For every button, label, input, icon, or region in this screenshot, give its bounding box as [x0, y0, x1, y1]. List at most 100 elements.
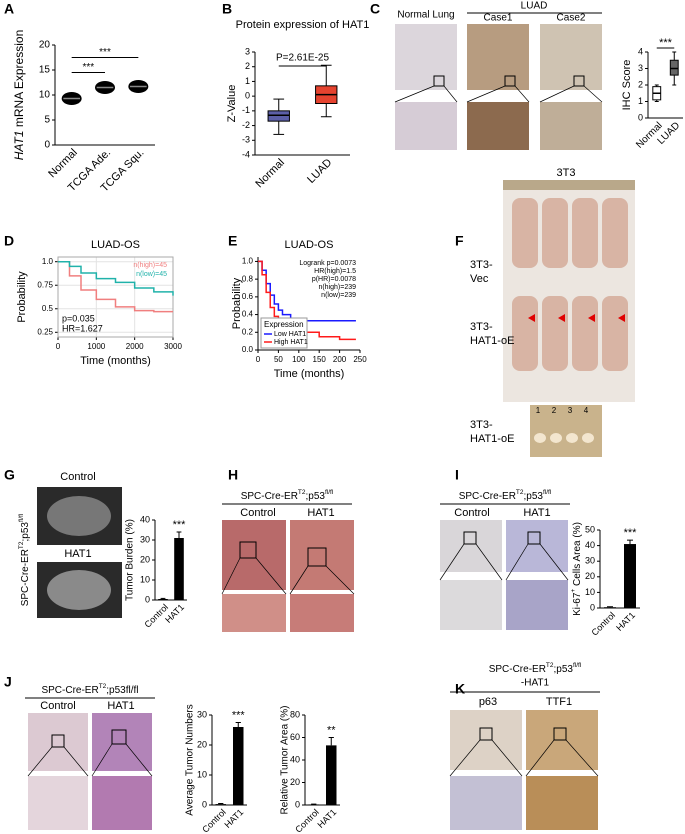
lung	[47, 570, 111, 610]
p-value: P=2.61E-25	[276, 53, 330, 64]
label-part: SPC-Cre-ER	[459, 491, 516, 502]
y-tick-label: 0	[638, 112, 643, 122]
y-tick-label: 10	[39, 90, 51, 101]
tumor	[550, 433, 562, 443]
y-tick-label: 80	[290, 709, 300, 719]
panel-letter: I	[455, 467, 459, 483]
tumor-arrow	[618, 314, 625, 322]
mouse	[572, 296, 598, 371]
x-tick-label: HAT1	[222, 807, 245, 830]
tumor-photo	[530, 405, 602, 457]
micrograph	[540, 24, 602, 90]
chart-title: LUAD-OS	[285, 239, 334, 251]
legend-entry: n(low)=45	[136, 271, 167, 278]
label-part: ;p53	[524, 491, 544, 502]
zoom-box	[307, 547, 327, 567]
zoom-box	[239, 541, 257, 559]
y-tick-label: 10	[140, 574, 150, 584]
x-tick-label: 2000	[126, 342, 144, 351]
x-tick-label: 50	[274, 355, 283, 364]
mouse	[542, 296, 568, 371]
zoom-line	[443, 85, 458, 103]
mouse	[512, 296, 538, 371]
mouse	[542, 198, 568, 268]
legend-entry: High HAT1	[274, 339, 308, 346]
y-tick-label: 2	[245, 61, 250, 71]
label-part: T2	[546, 662, 554, 669]
y-tick-label: 3	[638, 63, 643, 73]
x-tick-label: HAT1	[163, 602, 186, 625]
y-tick-label: 0.5	[42, 304, 54, 313]
x-tick-label: 0	[56, 342, 61, 351]
label-part: mRNA Expression	[12, 30, 26, 131]
zoom-line	[394, 85, 435, 103]
micrograph	[467, 24, 529, 90]
y-axis-label: Probability	[16, 271, 28, 323]
label: p63	[479, 696, 497, 708]
zoom-line	[491, 739, 523, 777]
zoom-line	[63, 746, 89, 777]
bar	[624, 544, 636, 608]
y-tick-label: 40	[290, 754, 300, 764]
y-axis-label: Z-Value	[226, 85, 238, 123]
y-tick-label: 0.4	[242, 310, 254, 319]
panel-letter: G	[4, 467, 15, 483]
zoom-box	[553, 727, 567, 741]
y-tick-label: -1	[242, 105, 250, 115]
y-tick-label: 0	[145, 594, 150, 604]
ruler	[503, 180, 635, 190]
chart-title: LUAD-OS	[91, 239, 140, 251]
zoom-box	[433, 75, 445, 87]
annotation: p=0.035	[62, 313, 95, 323]
y-tick-label: 20	[197, 739, 207, 749]
label-part: T2	[18, 541, 25, 549]
label: HAT1	[307, 507, 334, 519]
bar	[158, 599, 168, 600]
label-part: +	[570, 589, 577, 593]
annotation: n(high)=239	[318, 284, 356, 291]
zoom-line	[565, 739, 599, 777]
legend-title: Expression	[264, 320, 304, 329]
y-tick-label: 0.0	[242, 345, 254, 354]
y-axis-label: IHC Score	[621, 60, 633, 111]
micrograph	[92, 713, 152, 771]
label: Case2	[557, 13, 586, 24]
bar	[604, 607, 616, 608]
y-tick-label: 0.6	[242, 292, 254, 301]
y-tick-label: 15	[39, 65, 51, 76]
genotype: SPC-Cre-ERT2;p53fl/fl	[241, 489, 334, 501]
y-tick-label: 0	[590, 602, 595, 612]
y-tick-label: 3	[245, 46, 250, 56]
y-tick-label: 5	[44, 115, 50, 126]
annotation: Logrank p=0.0073	[299, 260, 356, 267]
y-axis-label: Tumor Burden (%)	[125, 519, 136, 601]
label-part: fl/fl	[543, 489, 552, 496]
mouse	[602, 198, 628, 268]
label: HAT1	[107, 700, 134, 712]
x-tick-label: LUAD	[305, 157, 334, 186]
label: Vec	[470, 273, 489, 285]
micrograph	[290, 520, 354, 590]
micrograph	[395, 102, 457, 150]
significance: ***	[82, 62, 94, 73]
x-axis-label: Time (months)	[80, 355, 151, 367]
zoom-line	[255, 557, 287, 595]
panel-letter: J	[4, 674, 12, 690]
significance: ***	[99, 47, 111, 58]
annotation: p(HR)=0.0078	[312, 276, 356, 283]
label-part: fl/fl	[18, 513, 25, 522]
zoom-line	[221, 557, 241, 595]
mouse	[512, 198, 538, 268]
mouse	[602, 296, 628, 371]
y-tick-label: 30	[585, 556, 595, 566]
micrograph	[526, 776, 598, 830]
label: HAT1	[523, 507, 550, 519]
label-part: fl/fl	[573, 662, 582, 669]
x-tick-label: 0	[256, 355, 261, 364]
label: Control	[240, 507, 275, 519]
tumor	[582, 433, 594, 443]
label-part: ;p53	[554, 664, 574, 675]
label: Control	[454, 507, 489, 519]
